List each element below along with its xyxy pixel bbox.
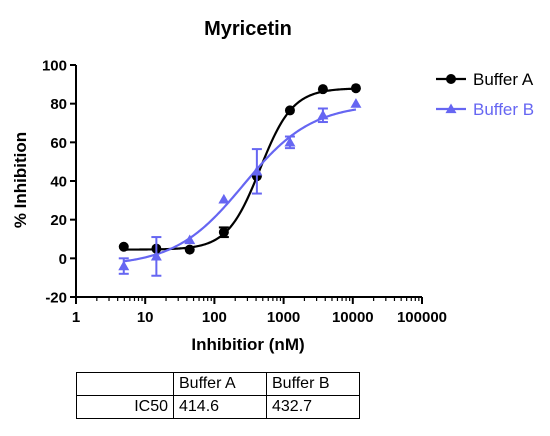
fit-curve-series-2 [123,108,357,263]
ic50-table: Buffer A Buffer B IC50 414.6 432.7 [76,372,360,419]
data-point-circle [350,83,361,94]
data-point-circle [184,244,195,255]
y-tick-label: 20 [50,212,67,229]
table-header-row: Buffer A Buffer B [76,372,360,396]
x-tick-label: 1 [72,309,80,326]
data-point-circle [118,241,129,252]
fit-curve-series-1 [123,87,356,251]
y-tick-label: -20 [45,290,67,307]
legend-label: Buffer B [473,100,534,119]
data-point-circle [218,227,229,238]
data-points [118,83,362,277]
table-header-cell: Buffer B [266,372,360,396]
x-tick-label: 100000 [397,309,447,326]
data-point-circle [317,84,328,95]
legend-entry: Buffer A [436,70,534,89]
legend-entry: Buffer B [436,100,534,119]
table-cell: 432.7 [266,395,360,419]
table-row-label: IC50 [76,395,174,419]
chart-title: Myricetin [204,18,292,40]
axes: -20 0 20 40 60 80 100 1 10 100 1000 10000 100000 [42,58,447,327]
fit-curves [123,87,357,263]
y-tick-label: 60 [50,135,67,152]
y-tick-label: 100 [42,58,67,75]
data-point-triangle [350,98,362,108]
legend-marker-circle [446,74,456,84]
y-tick-label: 40 [50,174,67,191]
y-tick-label: 0 [59,251,67,268]
table-row: IC50 414.6 432.7 [76,395,360,419]
y-tick-label: 80 [50,96,67,113]
data-point-triangle [284,136,296,147]
y-axis-label: % Inhibition [11,132,30,228]
x-tick-label: 100 [202,309,227,326]
ic50-chart: -20 0 20 40 60 80 100 1 10 100 1000 10000 100000 Myr… [11,18,534,354]
data-point-triangle [218,193,230,204]
x-tick-label: 1000 [267,309,300,326]
table-cell: 414.6 [173,395,267,419]
data-point-triangle [184,234,196,245]
data-point-triangle [118,260,130,271]
data-point-triangle [251,165,263,176]
x-tick-label: 10 [137,309,154,326]
table-header-cell: Buffer A [173,372,267,396]
x-axis-label: Inhibitior (nM) [191,335,304,354]
legend: Buffer A Buffer B [436,70,534,119]
data-point-circle [284,105,295,116]
x-tick-label: 10000 [332,309,374,326]
data-point-triangle [317,109,329,120]
table-header-cell [76,372,174,396]
legend-marker-triangle [445,103,457,114]
legend-label: Buffer A [473,70,534,89]
data-point-triangle [150,250,162,261]
